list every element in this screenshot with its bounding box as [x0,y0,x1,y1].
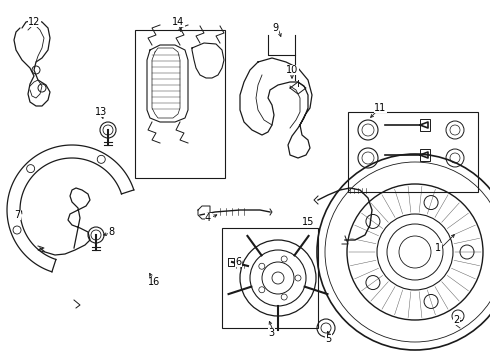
Text: 5: 5 [325,334,331,344]
Text: 7: 7 [14,210,20,220]
Bar [135,30,225,178]
Text: 2: 2 [453,315,459,325]
Text: 13: 13 [95,107,107,117]
Text: 9: 9 [272,23,278,33]
Text: 15: 15 [302,217,315,227]
Text: 1: 1 [435,243,441,253]
Text: 8: 8 [108,227,114,237]
Text: 16: 16 [148,277,160,287]
Text: 3: 3 [268,328,274,338]
Text: 14: 14 [172,17,184,27]
Bar [420,119,430,131]
Bar [348,112,478,192]
Text: 4: 4 [205,213,211,223]
Bar [222,228,318,328]
Text: 6: 6 [235,257,241,267]
Text: 10: 10 [286,65,298,75]
Bar [420,149,430,161]
Text: 11: 11 [374,103,386,113]
Text: 12: 12 [28,17,40,27]
